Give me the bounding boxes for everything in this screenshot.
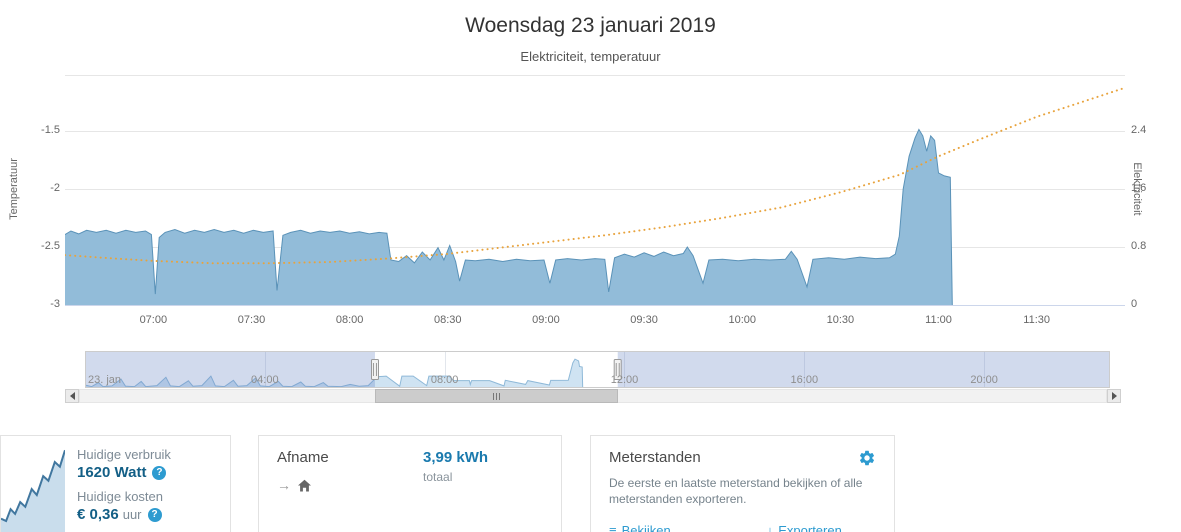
y-axis-tick-left: -1.5 bbox=[41, 123, 60, 136]
y-axis-tick-right: 1.6 bbox=[1131, 181, 1147, 194]
exporteren-link[interactable]: ↓ Exporteren bbox=[767, 523, 842, 532]
arrow-right-icon: → bbox=[277, 477, 291, 493]
usage-label: Huidige verbruik bbox=[77, 447, 171, 462]
bekijken-link[interactable]: ≡ Bekijken bbox=[609, 523, 671, 532]
navigator-axis-label: 04:00 bbox=[251, 374, 279, 386]
navigator-axis-label: 20:00 bbox=[970, 374, 998, 386]
left-arrow-icon bbox=[69, 392, 75, 400]
plot-area[interactable] bbox=[64, 75, 1126, 307]
exporteren-label: Exporteren bbox=[778, 523, 842, 532]
scrollbar-left-button[interactable] bbox=[65, 389, 79, 403]
gear-icon[interactable] bbox=[858, 449, 876, 467]
help-icon[interactable]: ? bbox=[147, 508, 162, 522]
x-axis-tick: 09:30 bbox=[630, 314, 658, 326]
x-axis-tick: 08:30 bbox=[434, 314, 462, 326]
chart-title: Woensdag 23 januari 2019 bbox=[465, 14, 716, 37]
x-axis-tick: 10:00 bbox=[728, 314, 756, 326]
afname-card: Afname → 3,99 kWh totaal bbox=[258, 435, 562, 532]
x-axis-tick: 07:30 bbox=[237, 314, 266, 326]
y-axis-title-temperature: Temperatuur bbox=[8, 158, 20, 220]
x-axis-tick: 11:00 bbox=[925, 314, 952, 326]
y-axis-tick-left: -2 bbox=[50, 181, 60, 194]
cost-value: € 0,36 bbox=[77, 506, 119, 523]
cost-label: Huidige kosten bbox=[77, 489, 163, 504]
x-axis-tick: 08:00 bbox=[335, 314, 364, 326]
help-icon[interactable]: ? bbox=[152, 466, 167, 480]
meterstanden-title: Meterstanden bbox=[609, 449, 701, 466]
navigator-handle-right[interactable] bbox=[613, 359, 622, 380]
y-axis-tick-right: 2.4 bbox=[1131, 123, 1147, 136]
x-axis-tick: 09:00 bbox=[532, 314, 560, 326]
house-icon bbox=[298, 479, 311, 491]
usage-value: 1620 Watt bbox=[77, 464, 147, 481]
cost-unit: uur bbox=[122, 507, 142, 522]
chart-subtitle: Elektriciteit, temperatuur bbox=[520, 49, 661, 64]
bekijken-label: Bekijken bbox=[621, 523, 671, 532]
x-axis-tick: 10:30 bbox=[826, 314, 855, 326]
right-arrow-icon bbox=[1111, 392, 1117, 400]
range-navigator[interactable]: 23. jan 04:00 08:00 12:00 16:00 20:00 bbox=[84, 351, 1110, 389]
navigator-handle-left[interactable] bbox=[371, 359, 379, 380]
x-axis-tick: 07:00 bbox=[139, 314, 168, 326]
current-usage-card: Huidige verbruik 1620 Watt ? Huidige kos… bbox=[0, 435, 231, 532]
y-axis-tick-right: 0 bbox=[1131, 298, 1138, 310]
list-icon: ≡ bbox=[609, 523, 617, 532]
scrollbar-right-button[interactable] bbox=[1107, 389, 1121, 403]
download-icon: ↓ bbox=[766, 523, 774, 532]
navigator-axis-label: 08:00 bbox=[430, 374, 459, 386]
afname-title: Afname bbox=[277, 449, 329, 466]
usage-sparkline bbox=[1, 436, 65, 532]
navigator-axis-label: 16:00 bbox=[790, 374, 819, 386]
scrollbar bbox=[65, 389, 1121, 403]
afname-caption: totaal bbox=[423, 470, 453, 484]
scrollbar-thumb[interactable] bbox=[374, 389, 618, 403]
navigator-axis-label: 23. jan bbox=[88, 374, 122, 386]
x-axis-tick: 11:30 bbox=[1023, 314, 1051, 326]
y-axis-tick-right: 0.8 bbox=[1131, 239, 1147, 252]
y-axis-tick-left: -3 bbox=[50, 298, 60, 310]
grip-icon bbox=[492, 392, 500, 400]
navigator-axis-label: 12:00 bbox=[610, 374, 639, 386]
meterstanden-card: Meterstanden De eerste en laatste meters… bbox=[590, 435, 895, 532]
meterstanden-description: De eerste en laatste meterstand bekijken… bbox=[609, 476, 863, 506]
afname-value: 3,99 kWh bbox=[423, 449, 489, 466]
y-axis-tick-left: -2.5 bbox=[41, 239, 60, 252]
